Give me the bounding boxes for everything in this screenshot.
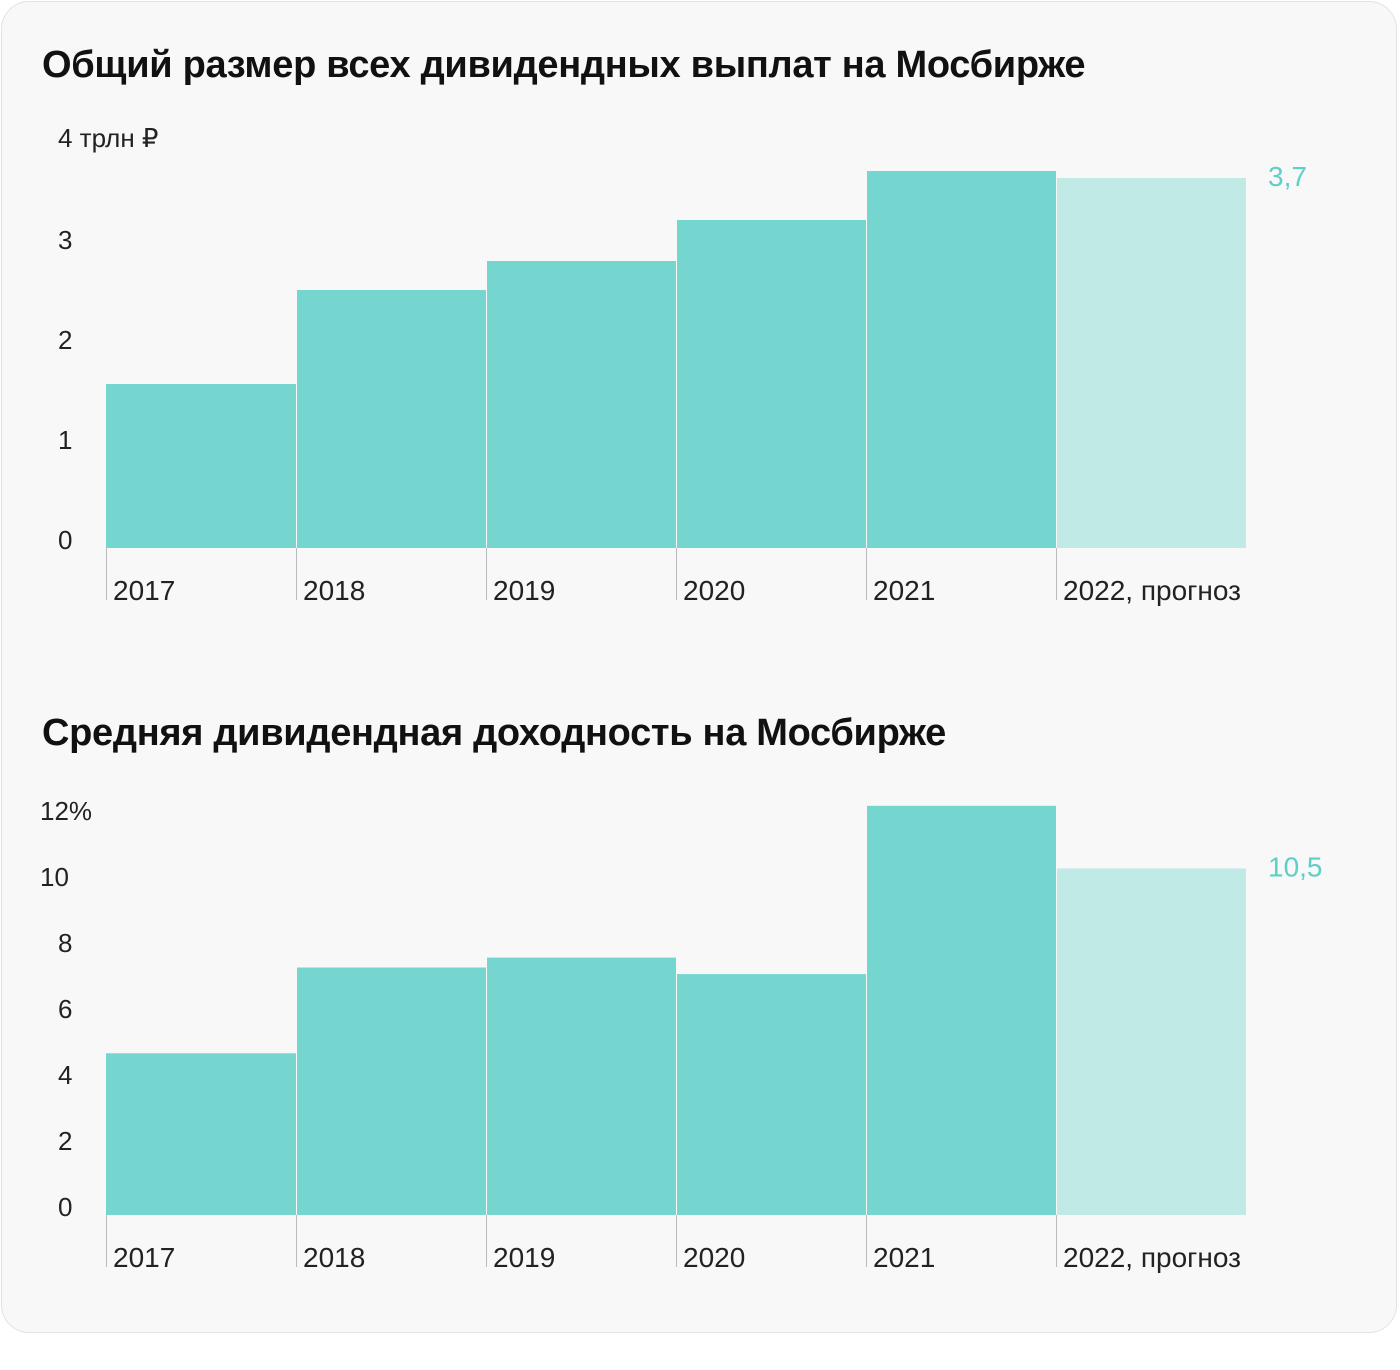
bar-2019 — [487, 957, 676, 1215]
yield-chart: 0 2 4 6 8 10 12% 2017 2018 2019 2020 2021 2022, прог… — [40, 796, 1323, 1273]
y-tick-label: 4 трлн ₽ — [58, 123, 158, 153]
y-tick-label: 12% — [40, 796, 92, 826]
y-tick-label: 4 — [58, 1060, 72, 1090]
data-label: 10,5 — [1268, 852, 1323, 883]
bar-2020 — [677, 220, 866, 548]
y-tick-label: 8 — [58, 928, 72, 958]
bar-2021 — [867, 805, 1056, 1215]
bar-2020 — [677, 974, 866, 1215]
bar-2018 — [297, 967, 486, 1215]
x-tick-label: 2022, прогноз — [1063, 1242, 1241, 1273]
y-tick-label: 1 — [58, 425, 72, 455]
y-tick-label: 2 — [58, 325, 72, 355]
x-tick-label: 2021 — [873, 575, 935, 606]
x-tick-label: 2018 — [303, 575, 365, 606]
bar-2022 — [1057, 868, 1246, 1215]
chart-title-yield: Средняя дивидендная доходность на Мосбир… — [42, 712, 947, 754]
y-tick-label: 10 — [40, 862, 69, 892]
payouts-chart: 0 1 2 3 4 трлн ₽ 2017 2018 2019 2020 2021 2022, пр… — [58, 123, 1307, 606]
bar-2022 — [1057, 178, 1246, 548]
x-tick-label: 2020 — [683, 1242, 745, 1273]
y-tick-label: 3 — [58, 225, 72, 255]
x-tick-label: 2018 — [303, 1242, 365, 1273]
x-tick-label: 2020 — [683, 575, 745, 606]
data-label: 3,7 — [1268, 161, 1307, 192]
chart-title-payouts: Общий размер всех дивидендных выплат на … — [42, 44, 1086, 86]
x-tick-label: 2022, прогноз — [1063, 575, 1241, 606]
x-tick-label: 2017 — [113, 1242, 175, 1273]
y-tick-label: 0 — [58, 525, 72, 555]
x-tick-label: 2021 — [873, 1242, 935, 1273]
y-tick-label: 6 — [58, 994, 72, 1024]
bar-2021 — [867, 171, 1056, 548]
x-tick-label: 2019 — [493, 575, 555, 606]
y-tick-label: 2 — [58, 1126, 72, 1156]
bar-2018 — [297, 290, 486, 548]
bar-2019 — [487, 261, 676, 548]
x-tick-label: 2017 — [113, 575, 175, 606]
bar-2017 — [106, 1053, 296, 1215]
bar-2017 — [106, 384, 296, 548]
x-tick-label: 2019 — [493, 1242, 555, 1273]
y-tick-label: 0 — [58, 1192, 72, 1222]
